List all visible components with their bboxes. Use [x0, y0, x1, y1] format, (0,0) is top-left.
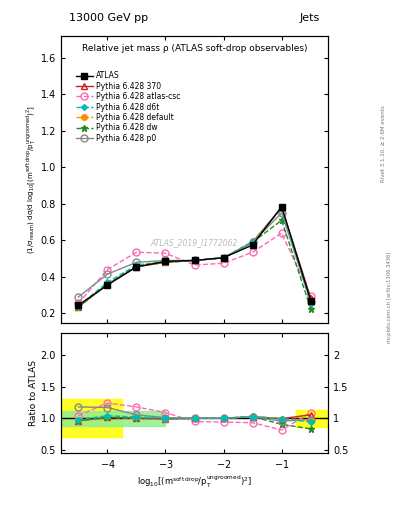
Pythia 6.428 default: [250, 238, 255, 244]
Pythia 6.428 dw: [309, 306, 313, 312]
Pythia 6.428 d6t: [221, 254, 226, 261]
X-axis label: log$_{10}$[(m$^{\mathrm{soft\,drop}}$/p$_{\mathrm{T}}^{\mathrm{ungroomed}}$)$^{2: log$_{10}$[(m$^{\mathrm{soft\,drop}}$/p$…: [137, 474, 252, 490]
Pythia 6.428 370: [105, 281, 110, 287]
Pythia 6.428 default: [309, 298, 313, 305]
Pythia 6.428 p0: [163, 258, 168, 264]
Pythia 6.428 dw: [134, 263, 139, 269]
Line: Pythia 6.428 p0: Pythia 6.428 p0: [75, 209, 314, 305]
Pythia 6.428 dw: [221, 254, 226, 261]
Pythia 6.428 default: [105, 281, 110, 287]
Line: Pythia 6.428 default: Pythia 6.428 default: [75, 206, 314, 310]
Pythia 6.428 dw: [279, 217, 284, 223]
ATLAS: [192, 258, 197, 264]
Pythia 6.428 p0: [76, 294, 81, 300]
Pythia 6.428 default: [221, 254, 226, 261]
Pythia 6.428 370: [192, 258, 197, 264]
Bar: [296, 410, 328, 426]
Pythia 6.428 p0: [105, 271, 110, 277]
Pythia 6.428 default: [163, 259, 168, 265]
Pythia 6.428 370: [76, 304, 81, 310]
Pythia 6.428 370: [134, 264, 139, 270]
ATLAS: [309, 297, 313, 304]
Text: Relative jet mass ρ (ATLAS soft-drop observables): Relative jet mass ρ (ATLAS soft-drop obs…: [82, 45, 307, 53]
Pythia 6.428 370: [250, 239, 255, 245]
Pythia 6.428 d6t: [309, 301, 313, 307]
Pythia 6.428 dw: [105, 281, 110, 287]
Pythia 6.428 atlas-csc: [105, 267, 110, 273]
Line: Pythia 6.428 370: Pythia 6.428 370: [75, 204, 314, 310]
ATLAS: [163, 259, 168, 265]
ATLAS: [105, 282, 110, 288]
Pythia 6.428 dw: [192, 258, 197, 264]
Text: mcplots.cern.ch [arXiv:1306.3436]: mcplots.cern.ch [arXiv:1306.3436]: [387, 251, 391, 343]
Pythia 6.428 atlas-csc: [192, 262, 197, 268]
Pythia 6.428 default: [134, 264, 139, 270]
Pythia 6.428 default: [76, 304, 81, 310]
Pythia 6.428 d6t: [192, 258, 197, 264]
Pythia 6.428 atlas-csc: [163, 250, 168, 256]
Y-axis label: (1/σ$_{\mathrm{resum}}$) dσ/d log$_{10}$[(m$^{\mathrm{soft\,drop}}$/p$_{\mathrm{: (1/σ$_{\mathrm{resum}}$) dσ/d log$_{10}$…: [24, 104, 38, 254]
Line: ATLAS: ATLAS: [75, 204, 314, 308]
Pythia 6.428 dw: [76, 304, 81, 310]
Text: 13000 GeV pp: 13000 GeV pp: [69, 13, 148, 23]
Pythia 6.428 atlas-csc: [76, 301, 81, 307]
Line: Pythia 6.428 d6t: Pythia 6.428 d6t: [76, 206, 313, 308]
Pythia 6.428 d6t: [163, 259, 168, 265]
Y-axis label: Ratio to ATLAS: Ratio to ATLAS: [29, 360, 38, 426]
Pythia 6.428 370: [309, 295, 313, 301]
Pythia 6.428 p0: [250, 239, 255, 245]
Pythia 6.428 atlas-csc: [250, 249, 255, 255]
Pythia 6.428 370: [163, 259, 168, 265]
Pythia 6.428 default: [279, 205, 284, 211]
ATLAS: [279, 204, 284, 210]
Pythia 6.428 atlas-csc: [309, 293, 313, 299]
ATLAS: [134, 264, 139, 270]
Pythia 6.428 atlas-csc: [134, 249, 139, 255]
Text: Jets: Jets: [300, 13, 320, 23]
Pythia 6.428 370: [221, 254, 226, 261]
Pythia 6.428 d6t: [279, 205, 284, 211]
Bar: [61, 399, 122, 437]
Pythia 6.428 d6t: [250, 239, 255, 245]
ATLAS: [250, 242, 255, 248]
Bar: [61, 411, 165, 426]
Pythia 6.428 atlas-csc: [221, 260, 226, 266]
Pythia 6.428 dw: [163, 259, 168, 265]
Pythia 6.428 p0: [279, 210, 284, 216]
Pythia 6.428 p0: [192, 258, 197, 264]
Legend: ATLAS, Pythia 6.428 370, Pythia 6.428 atlas-csc, Pythia 6.428 d6t, Pythia 6.428 : ATLAS, Pythia 6.428 370, Pythia 6.428 at…: [73, 68, 183, 146]
Pythia 6.428 default: [192, 258, 197, 264]
Pythia 6.428 atlas-csc: [279, 230, 284, 236]
Text: Rivet 3.1.10, ≥ 2.6M events: Rivet 3.1.10, ≥ 2.6M events: [381, 105, 386, 182]
Pythia 6.428 p0: [134, 259, 139, 265]
Pythia 6.428 p0: [309, 298, 313, 305]
Pythia 6.428 370: [279, 204, 284, 210]
ATLAS: [221, 254, 226, 261]
Text: ATLAS_2019_I1772062: ATLAS_2019_I1772062: [151, 238, 238, 247]
Pythia 6.428 d6t: [76, 303, 81, 309]
Pythia 6.428 p0: [221, 254, 226, 261]
Pythia 6.428 d6t: [134, 262, 139, 268]
Pythia 6.428 dw: [250, 239, 255, 245]
Pythia 6.428 d6t: [105, 280, 110, 286]
ATLAS: [76, 302, 81, 308]
Line: Pythia 6.428 dw: Pythia 6.428 dw: [75, 217, 314, 312]
Line: Pythia 6.428 atlas-csc: Pythia 6.428 atlas-csc: [75, 229, 314, 307]
